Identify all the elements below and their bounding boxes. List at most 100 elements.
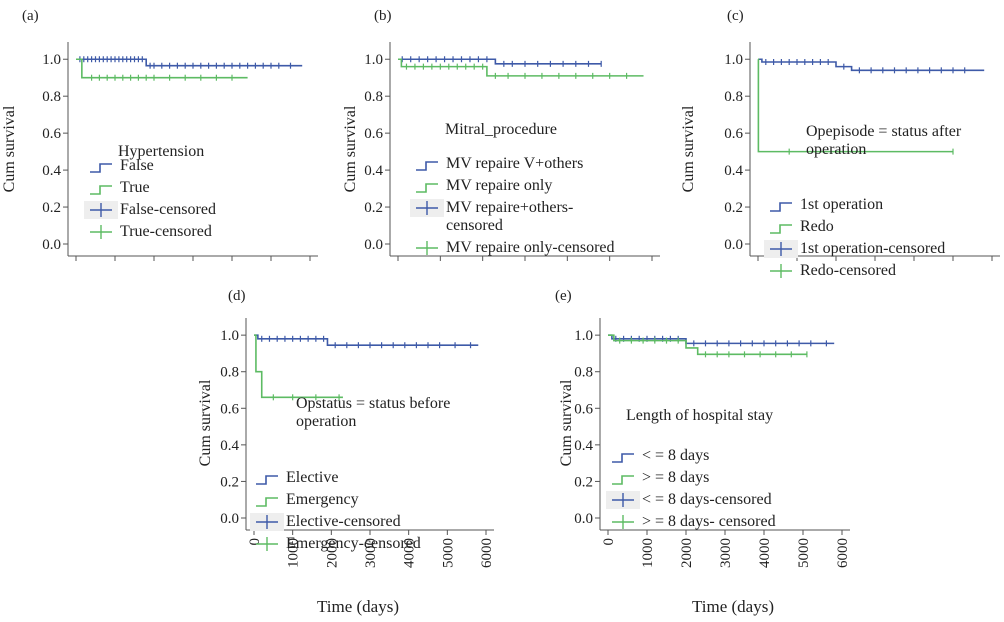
chart-panel-0: (a) Cum survival 0.0 0.2 0.4 0.6 0.8 1.0 Hyperte… xyxy=(1,8,318,261)
legend-label: Redo xyxy=(800,218,834,235)
legend-label: True xyxy=(120,179,150,196)
x-tick-label: 5000 xyxy=(796,538,812,568)
y-tick-label: 1.0 xyxy=(220,328,239,344)
legend-label: < = 8 days xyxy=(642,447,709,464)
x-tick-label: 6000 xyxy=(835,538,851,568)
survival-curve-1 xyxy=(757,58,953,153)
legend-label: < = 8 days-censored xyxy=(642,491,772,508)
legend: Mitral_procedure MV repaire V+others MV re… xyxy=(410,121,615,256)
y-tick-label: 0.0 xyxy=(724,237,743,253)
y-tick-label: 0.0 xyxy=(220,511,239,527)
y-tick-label: 0.8 xyxy=(42,89,61,105)
legend-label: MV repaire+others- xyxy=(446,199,573,216)
legend-title: operation xyxy=(806,141,866,158)
legend-label: Emergency xyxy=(286,491,359,508)
y-tick-label: 0.4 xyxy=(42,163,61,179)
survival-curve-0 xyxy=(608,334,835,345)
legend-step-icon xyxy=(612,453,634,463)
panel-label: (d) xyxy=(228,288,246,304)
x-tick-label: 5000 xyxy=(440,538,456,568)
legend-step-icon xyxy=(416,183,438,193)
y-tick-label: 0.2 xyxy=(220,474,239,490)
x-tick-label: 4000 xyxy=(402,538,418,568)
legend-step-icon xyxy=(770,202,792,212)
legend-title: Hypertension xyxy=(118,143,204,160)
x-tick-label: 3000 xyxy=(363,538,379,568)
legend-label: 1st operation-censored xyxy=(800,240,945,257)
legend-step-icon xyxy=(256,475,278,485)
chart-panel-1: (b) Cum survival 0.0 0.2 0.4 0.6 0.8 1.0 Mitral_… xyxy=(342,8,660,261)
y-axis-label: Cum survival xyxy=(680,105,697,192)
y-axis-label: Cum survival xyxy=(558,379,575,466)
x-tick-label: 6000 xyxy=(479,538,495,568)
legend-label: Elective xyxy=(286,469,338,486)
y-tick-label: 1.0 xyxy=(574,328,593,344)
survival-curve-0 xyxy=(398,58,602,65)
legend-label: censored xyxy=(446,217,503,234)
y-tick-label: 0.4 xyxy=(220,438,239,454)
y-tick-label: 1.0 xyxy=(724,52,743,68)
survival-curve-1 xyxy=(254,334,343,399)
y-tick-label: 0.6 xyxy=(364,126,383,142)
legend-step-icon xyxy=(416,161,438,171)
legend-title: Length of hospital stay xyxy=(626,407,773,424)
y-tick-label: 1.0 xyxy=(364,52,383,68)
survival-curve-1 xyxy=(608,334,807,356)
y-tick-label: 0.0 xyxy=(364,237,383,253)
legend-label: MV repaire V+others xyxy=(446,155,583,172)
legend-title: Opstatus = status before xyxy=(296,395,450,412)
y-tick-label: 0.8 xyxy=(724,89,743,105)
chart-panel-2: (c) Cum survival 0.0 0.2 0.4 0.6 0.8 1.0 Opepiso… xyxy=(680,8,1000,279)
legend-label: 1st operation xyxy=(800,196,883,213)
legend-step-icon xyxy=(770,224,792,234)
y-tick-label: 0.4 xyxy=(724,163,743,179)
legend-title: Opepisode = status after xyxy=(806,123,962,140)
y-tick-label: 0.6 xyxy=(220,401,239,417)
y-tick-label: 0.0 xyxy=(574,511,593,527)
chart-panel-3: (d) Cum survival 0.0 0.2 0.4 0.6 0.8 1.0 0 1000 20… xyxy=(197,288,495,568)
survival-curve-0 xyxy=(76,58,303,67)
y-tick-label: 0.6 xyxy=(724,126,743,142)
panel-label: (e) xyxy=(555,288,572,304)
panel-label: (b) xyxy=(374,8,392,24)
x-tick-label: 1000 xyxy=(640,538,656,568)
y-tick-label: 1.0 xyxy=(42,52,61,68)
y-tick-label: 0.8 xyxy=(364,89,383,105)
legend-label: MV repaire only-censored xyxy=(446,239,615,256)
legend-step-icon xyxy=(612,475,634,485)
legend-label: > = 8 days- censored xyxy=(642,513,776,530)
panel-label: (a) xyxy=(22,8,39,24)
y-tick-label: 0.8 xyxy=(574,365,593,381)
y-tick-label: 0.4 xyxy=(364,163,383,179)
legend-label: > = 8 days xyxy=(642,469,709,486)
survival-curve-1 xyxy=(76,58,248,79)
survival-curve-1 xyxy=(398,58,644,77)
x-tick-label: 0 xyxy=(601,538,617,546)
y-tick-label: 0.2 xyxy=(574,474,593,490)
y-tick-label: 0.2 xyxy=(724,200,743,216)
legend-label: True-censored xyxy=(120,223,212,240)
y-tick-label: 0.6 xyxy=(42,126,61,142)
y-tick-label: 0.0 xyxy=(42,237,61,253)
legend-label: Emergency-censored xyxy=(286,535,421,552)
survival-curve-0 xyxy=(254,334,479,347)
legend-label: Elective-censored xyxy=(286,513,401,530)
x-tick-label: 0 xyxy=(247,538,263,546)
x-tick-label: 3000 xyxy=(718,538,734,568)
y-axis-label: Cum survival xyxy=(1,105,18,192)
chart-panel-4: (e) Cum survival 0.0 0.2 0.4 0.6 0.8 1.0 0 1000 20… xyxy=(555,288,851,568)
legend: Length of hospital stay < = 8 days > = 8 d… xyxy=(606,407,776,530)
legend-label: MV repaire only xyxy=(446,177,552,194)
y-tick-label: 0.6 xyxy=(574,401,593,417)
x-axis-title-e: Time (days) xyxy=(692,597,774,616)
legend-title: Mitral_procedure xyxy=(445,121,557,138)
y-axis-label: Cum survival xyxy=(197,379,214,466)
panel-label: (c) xyxy=(727,8,744,24)
survival-curve-0 xyxy=(758,58,985,72)
y-tick-label: 0.2 xyxy=(42,200,61,216)
y-axis-label: Cum survival xyxy=(342,105,359,192)
